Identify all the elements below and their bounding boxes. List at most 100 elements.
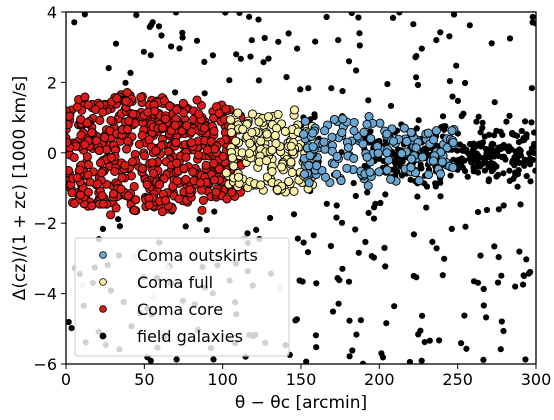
field-galaxy-point (519, 137, 526, 144)
coma-core-point (142, 180, 152, 190)
coma-full-point (247, 127, 257, 138)
field-galaxy-point (81, 12, 88, 18)
coma-core-point (218, 151, 228, 162)
field-galaxy-point (99, 225, 106, 232)
field-galaxy-point (384, 81, 391, 88)
field-galaxy-point (522, 356, 529, 363)
coma-full-point (254, 117, 264, 127)
coma-core-point (154, 180, 165, 190)
coma-full-point (287, 167, 297, 178)
coma-core-point (93, 179, 103, 189)
field-galaxy-point (450, 12, 458, 18)
coma-outskirts-point (338, 114, 348, 124)
x-tick-label: 150 (286, 370, 317, 389)
coma-core-point (120, 160, 130, 170)
coma-outskirts-point (429, 135, 439, 145)
coma-full-point (233, 172, 244, 182)
field-galaxy-point (429, 238, 436, 245)
field-galaxy-point (495, 206, 502, 213)
coma-full-point (273, 109, 283, 120)
field-galaxy-point (423, 204, 430, 211)
field-galaxy-point (172, 89, 179, 96)
field-galaxy-point (491, 132, 498, 139)
coma-full-point (267, 166, 277, 177)
field-galaxy-point (173, 356, 180, 363)
field-galaxy-point (370, 215, 378, 222)
coma-outskirts-point (349, 126, 359, 136)
field-galaxy-point (532, 20, 536, 27)
field-galaxy-point (426, 337, 433, 344)
coma-full-point (247, 109, 258, 119)
field-galaxy-point (394, 168, 401, 175)
coma-outskirts-point (406, 154, 417, 164)
field-galaxy-point (233, 51, 240, 58)
field-galaxy-point (313, 280, 320, 287)
field-galaxy-point (333, 202, 340, 209)
x-tick-label: 300 (521, 370, 552, 389)
field-galaxy-point (437, 193, 444, 200)
field-galaxy-point (350, 180, 357, 187)
field-galaxy-point (312, 332, 319, 339)
field-galaxy-point (372, 200, 379, 207)
field-galaxy-point (261, 34, 268, 42)
field-galaxy-point (479, 124, 486, 132)
field-galaxy-point (519, 281, 527, 288)
field-galaxy-point (105, 65, 112, 72)
coma-core-point (108, 189, 119, 199)
coma-core-point (178, 98, 188, 108)
field-galaxy-point (472, 158, 479, 165)
field-galaxy-point (226, 77, 233, 84)
coma-core-point (111, 203, 121, 213)
field-galaxy-point (432, 183, 439, 190)
coma-core-point (69, 198, 80, 209)
coma-core-point (122, 124, 133, 134)
field-galaxy-point (473, 150, 480, 157)
coma-core-point (150, 106, 160, 116)
coma-outskirts-point (447, 126, 457, 136)
field-galaxy-point (247, 53, 254, 60)
coma-core-point (209, 175, 220, 185)
field-galaxy-point (474, 209, 482, 216)
coma-outskirts-point (366, 134, 376, 144)
field-galaxy-point (516, 248, 523, 255)
coma-full-point (289, 186, 299, 196)
coma-core-point (199, 123, 209, 133)
field-galaxy-point (244, 230, 251, 237)
coma-core-point (160, 195, 171, 205)
coma-outskirts-point (362, 152, 372, 162)
field-galaxy-point (498, 272, 505, 279)
field-galaxy-point (491, 152, 498, 159)
legend-items: Coma outskirts Coma full Coma core field ga… (99, 246, 258, 346)
coma-full-point (256, 136, 266, 146)
legend-marker (99, 305, 107, 313)
field-galaxy-point (353, 67, 360, 74)
ticks-layer: 0 50 100 150 200 250 300 −6 −4 −2 0 2 4 (33, 3, 551, 389)
coma-core-point (192, 95, 202, 105)
field-galaxy-point (522, 118, 529, 125)
field-galaxy-point (367, 128, 374, 135)
field-galaxy-point (345, 58, 353, 65)
field-galaxy-point (436, 337, 443, 344)
field-galaxy-point (193, 37, 201, 44)
field-galaxy-point (355, 14, 362, 21)
legend-marker (99, 251, 107, 259)
coma-full-point (286, 157, 296, 167)
field-galaxy-point (356, 30, 363, 37)
field-galaxy-point (530, 143, 536, 150)
field-galaxy-point (485, 153, 492, 160)
field-galaxy-point (433, 245, 440, 252)
field-galaxy-point (478, 142, 485, 149)
coma-core-point (106, 153, 116, 163)
field-galaxy-point (433, 37, 440, 44)
field-galaxy-point (413, 74, 420, 81)
coma-full-point (245, 138, 255, 148)
y-tick-label: 0 (47, 144, 57, 163)
field-galaxy-point (494, 279, 502, 286)
field-galaxy-point (357, 317, 364, 324)
coma-core-point (98, 199, 108, 209)
field-galaxy-point (414, 193, 421, 200)
field-galaxy-point (312, 38, 319, 45)
coma-core-point (209, 126, 219, 136)
field-galaxy-point (222, 12, 229, 16)
